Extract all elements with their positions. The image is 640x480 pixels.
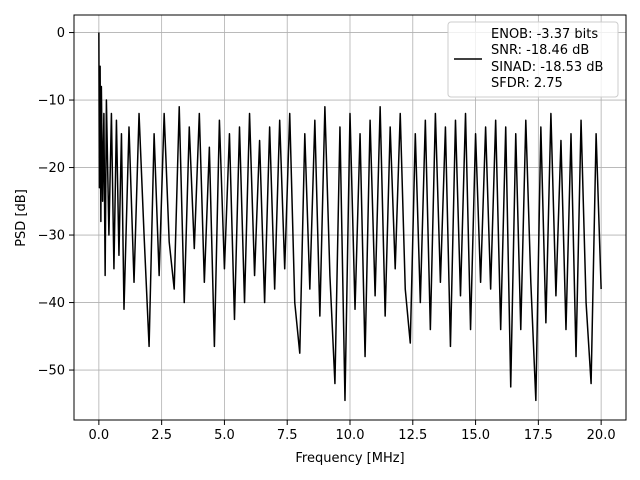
- x-tick-label: 20.0: [587, 428, 616, 443]
- x-tick-label: 5.0: [214, 428, 235, 443]
- x-tick-label: 7.5: [277, 428, 298, 443]
- legend-sfdr: SFDR: 2.75: [491, 76, 563, 91]
- x-tick-label: 15.0: [461, 428, 490, 443]
- y-tick-label: −10: [38, 94, 65, 109]
- x-axis: 0.0 2.5 5.0 7.5 10.0 12.5 15.0 17.5 20.0: [89, 420, 616, 443]
- x-axis-label: Frequency [MHz]: [295, 451, 404, 466]
- y-tick-label: −50: [38, 364, 65, 379]
- legend-snr: SNR: -18.46 dB: [491, 43, 589, 58]
- legend-enob: ENOB: -3.37 bits: [491, 27, 598, 42]
- y-tick-label: −30: [38, 229, 65, 244]
- legend: ENOB: -3.37 bits SNR: -18.46 dB SINAD: -…: [447, 21, 619, 98]
- y-tick-label: 0: [57, 26, 65, 41]
- y-axis-label: PSD [dB]: [14, 189, 29, 247]
- psd-series-line: [98, 32, 602, 402]
- x-tick-label: 12.5: [398, 428, 427, 443]
- legend-box: [447, 21, 619, 98]
- y-tick-label: −20: [38, 161, 65, 176]
- psd-trace: [98, 32, 602, 402]
- legend-sinad: SINAD: -18.53 dB: [491, 60, 603, 75]
- y-axis: 0 −10 −20 −30 −40 −50: [38, 26, 74, 379]
- x-tick-label: 17.5: [524, 428, 553, 443]
- x-tick-label: 10.0: [336, 428, 365, 443]
- y-tick-label: −40: [38, 296, 65, 311]
- x-tick-label: 0.0: [89, 428, 110, 443]
- x-tick-label: 2.5: [151, 428, 172, 443]
